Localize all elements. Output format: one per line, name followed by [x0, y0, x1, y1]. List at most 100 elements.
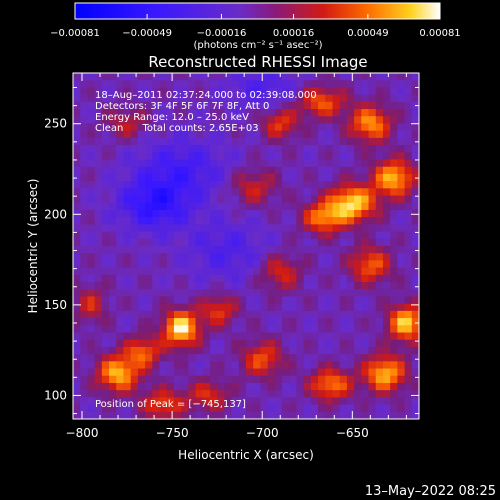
- heatmap-cell: [397, 325, 405, 333]
- heatmap-cell: [94, 217, 103, 225]
- heatmap-cell: [310, 260, 319, 269]
- heatmap-cell: [173, 109, 182, 117]
- heatmap-cell: [224, 202, 232, 211]
- heatmap-cell: [339, 339, 348, 348]
- heatmap-cell: [195, 80, 204, 88]
- heatmap-cell: [318, 217, 326, 225]
- heatmap-cell: [332, 181, 341, 189]
- heatmap-cell: [296, 303, 305, 312]
- heatmap-cell: [332, 303, 341, 312]
- heatmap-cell: [303, 260, 312, 269]
- heatmap-cell: [159, 303, 168, 312]
- heatmap-cell: [368, 354, 377, 362]
- heatmap-cell: [354, 411, 362, 420]
- heatmap-cell: [73, 181, 81, 189]
- heatmap-cell: [274, 260, 283, 269]
- heatmap-cell: [404, 202, 413, 211]
- heatmap-cell: [137, 260, 146, 269]
- heatmap-cell: [202, 109, 211, 117]
- heatmap-cell: [310, 166, 319, 175]
- heatmap-cell: [231, 375, 240, 384]
- heatmap-cell: [94, 231, 103, 240]
- heatmap-cell: [166, 397, 175, 405]
- heatmap-cell: [325, 246, 333, 254]
- heatmap-cell: [253, 318, 261, 326]
- heatmap-cell: [145, 246, 153, 254]
- heatmap-cell: [116, 375, 124, 384]
- heatmap-cell: [325, 397, 333, 405]
- heatmap-cell: [202, 195, 211, 204]
- heatmap-cell: [238, 397, 247, 405]
- heatmap-cell: [73, 303, 81, 312]
- heatmap-cell: [202, 202, 211, 211]
- heatmap-cell: [152, 202, 160, 211]
- heatmap-cell: [166, 195, 175, 204]
- heatmap-cell: [224, 73, 232, 81]
- heatmap-cell: [289, 137, 297, 146]
- heatmap-cell: [209, 202, 218, 211]
- heatmap-cell: [209, 181, 218, 189]
- heatmap-cell: [296, 145, 305, 153]
- heatmap-cell: [267, 310, 276, 319]
- heatmap-cell: [332, 282, 341, 290]
- heatmap-cell: [260, 375, 269, 384]
- heatmap-cell: [152, 382, 160, 391]
- heatmap-cell: [224, 346, 232, 355]
- heatmap-cell: [109, 332, 117, 341]
- heatmap-cell: [318, 339, 326, 348]
- heatmap-cell: [173, 310, 182, 319]
- heatmap-cell: [325, 289, 333, 297]
- heatmap-cell: [368, 231, 377, 240]
- heatmap-cell: [166, 73, 175, 81]
- heatmap-cell: [246, 101, 254, 110]
- heatmap-cell: [181, 94, 189, 103]
- heatmap-cell: [346, 130, 355, 139]
- heatmap-cell: [94, 188, 103, 196]
- heatmap-cell: [339, 274, 348, 283]
- heatmap-cell: [166, 325, 175, 333]
- heatmap-cell: [217, 166, 225, 175]
- heatmap-cell: [152, 346, 160, 355]
- heatmap-cell: [390, 260, 398, 269]
- heatmap-cell: [181, 346, 189, 355]
- heatmap-cell: [130, 181, 139, 189]
- heatmap-cell: [209, 404, 218, 413]
- heatmap-cell: [238, 238, 247, 247]
- heatmap-cell: [404, 101, 413, 110]
- heatmap-cell: [94, 346, 103, 355]
- heatmap-cell: [87, 94, 96, 103]
- heatmap-cell: [231, 94, 240, 103]
- heatmap-cell: [289, 375, 297, 384]
- heatmap-cell: [382, 332, 391, 341]
- heatmap-cell: [296, 339, 305, 348]
- heatmap-cell: [238, 181, 247, 189]
- heatmap-cell: [166, 238, 175, 247]
- heatmap-cell: [130, 354, 139, 362]
- heatmap-cell: [289, 116, 297, 124]
- heatmap-cell: [310, 137, 319, 146]
- heatmap-cell: [303, 382, 312, 391]
- heatmap-cell: [332, 130, 341, 139]
- heatmap-cell: [145, 404, 153, 413]
- heatmap-cell: [368, 188, 377, 196]
- heatmap-cell: [267, 181, 276, 189]
- heatmap-cell: [145, 382, 153, 391]
- heatmap-cell: [282, 339, 290, 348]
- heatmap-cell: [80, 202, 88, 211]
- heatmap-cell: [310, 195, 319, 204]
- heatmap-cell: [361, 253, 369, 261]
- heatmap-cell: [274, 224, 283, 232]
- heatmap-cell: [397, 123, 405, 132]
- heatmap-cell: [231, 289, 240, 297]
- heatmap-cell: [397, 238, 405, 247]
- heatmap-cell: [253, 289, 261, 297]
- heatmap-cell: [282, 390, 290, 398]
- heatmap-cell: [159, 109, 168, 117]
- heatmap-cell: [289, 195, 297, 204]
- heatmap-cell: [346, 318, 355, 326]
- heatmap-cell: [368, 332, 377, 341]
- heatmap-cell: [238, 130, 247, 139]
- heatmap-cell: [137, 303, 146, 312]
- heatmap-cell: [195, 325, 204, 333]
- heatmap-cell: [346, 217, 355, 225]
